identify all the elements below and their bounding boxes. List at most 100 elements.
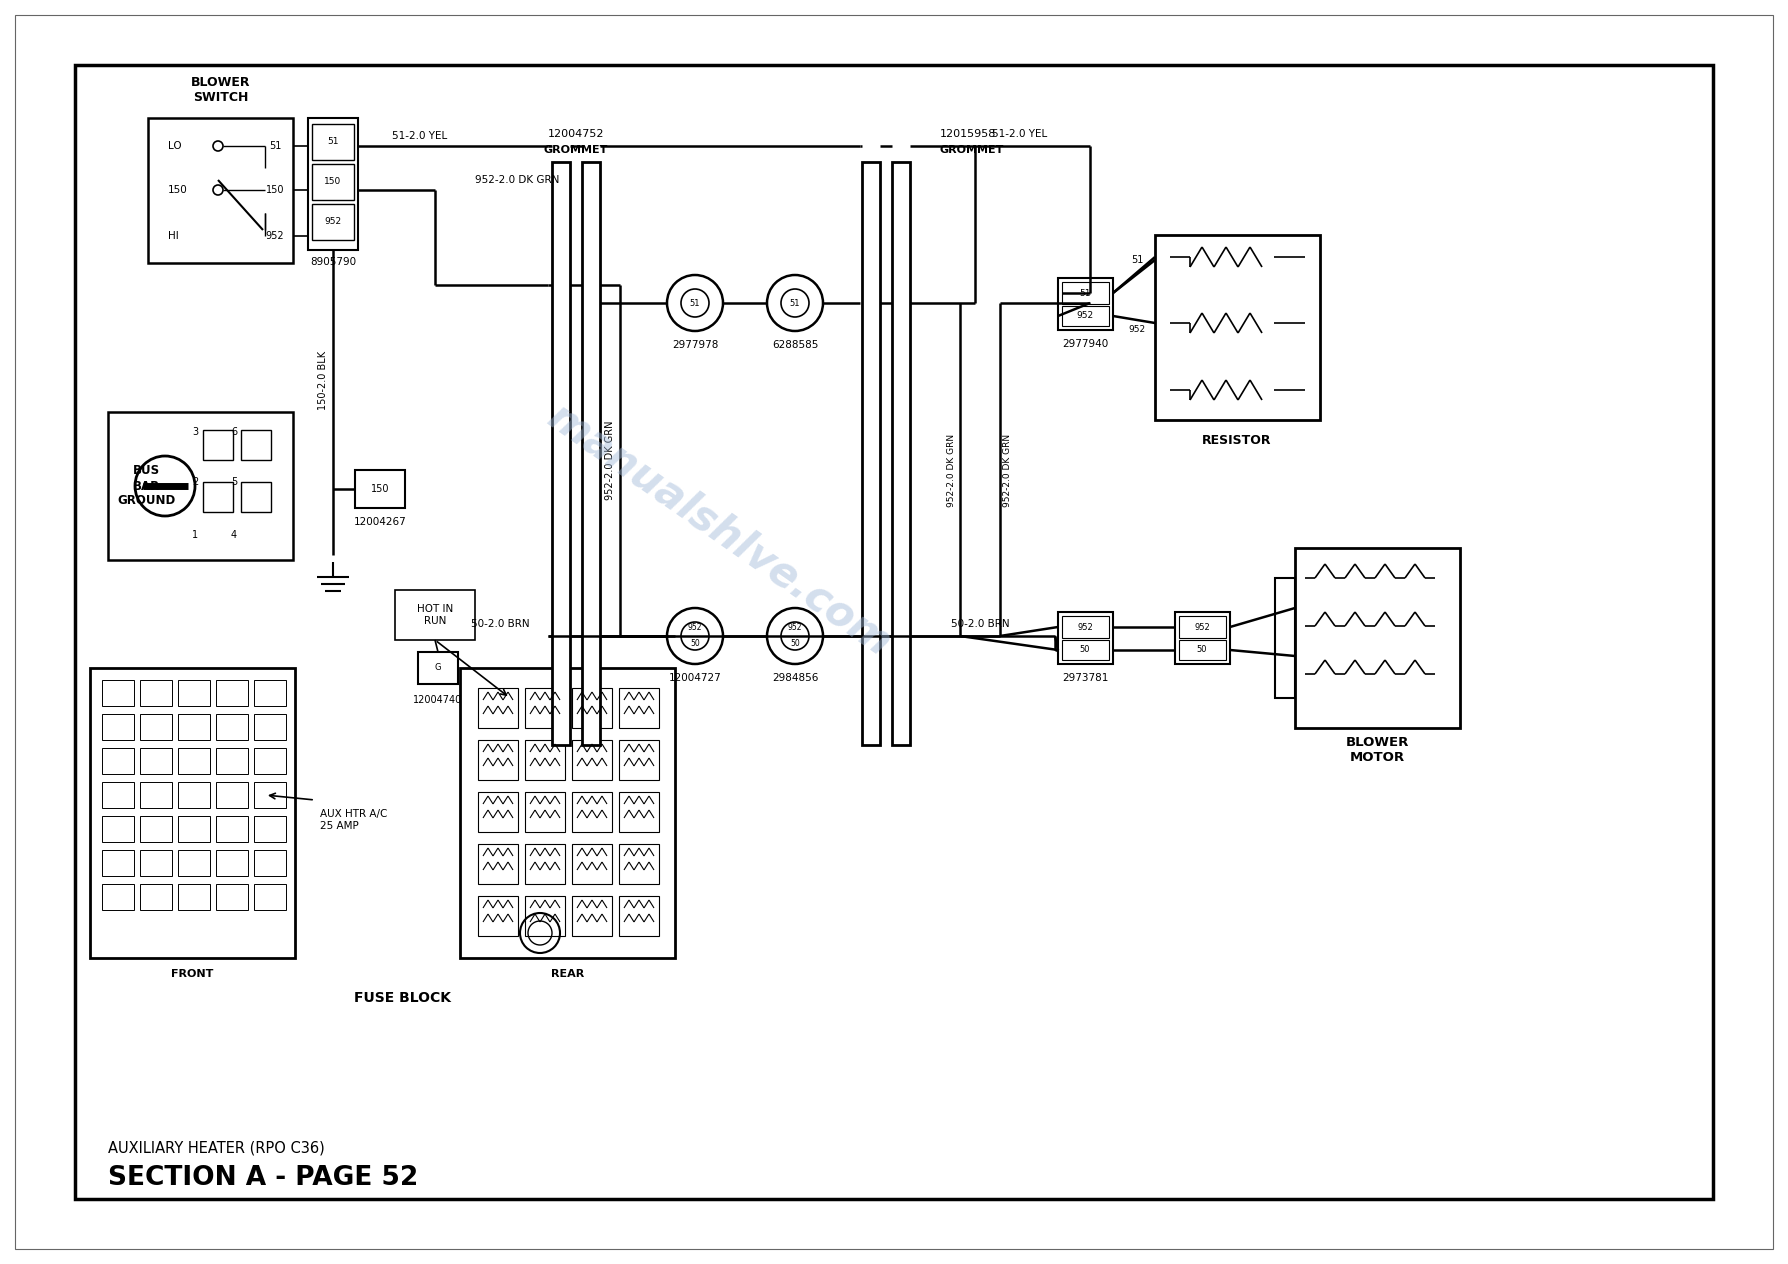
Text: 51: 51 <box>327 138 338 147</box>
Bar <box>254 680 286 707</box>
Text: FRONT: FRONT <box>172 969 215 980</box>
Text: 952: 952 <box>1128 326 1146 335</box>
Bar <box>619 896 660 937</box>
Bar <box>477 844 519 884</box>
Bar <box>254 817 286 842</box>
Bar <box>179 680 209 707</box>
Text: 150: 150 <box>168 185 188 195</box>
Bar <box>102 849 134 876</box>
Text: 50-2.0 BRN: 50-2.0 BRN <box>951 619 1008 629</box>
Text: 4: 4 <box>231 530 238 540</box>
Bar <box>139 849 172 876</box>
Bar <box>526 688 565 728</box>
Text: 8905790: 8905790 <box>309 257 356 267</box>
Bar <box>1062 282 1109 305</box>
Bar <box>139 782 172 808</box>
Text: 952: 952 <box>324 217 342 226</box>
Text: 952-2.0 DK GRN: 952-2.0 DK GRN <box>476 174 560 185</box>
Text: 12004727: 12004727 <box>669 672 721 683</box>
Bar <box>619 688 660 728</box>
Text: RESISTOR: RESISTOR <box>1202 434 1271 446</box>
Text: 952: 952 <box>789 623 803 632</box>
Bar <box>107 412 293 560</box>
Bar <box>1275 578 1295 698</box>
Bar <box>477 896 519 937</box>
Bar <box>102 782 134 808</box>
Text: 51: 51 <box>268 142 281 150</box>
Bar <box>102 748 134 774</box>
Text: FUSE BLOCK: FUSE BLOCK <box>354 991 451 1005</box>
Text: 2984856: 2984856 <box>772 672 819 683</box>
Bar <box>460 667 676 958</box>
Text: 51-2.0 YEL: 51-2.0 YEL <box>992 129 1048 139</box>
Bar <box>526 844 565 884</box>
Bar <box>1062 306 1109 326</box>
Bar <box>619 793 660 832</box>
Text: 12004740: 12004740 <box>413 695 463 705</box>
Text: 952-2.0 DK GRN: 952-2.0 DK GRN <box>948 434 957 507</box>
Bar <box>572 896 611 937</box>
Text: 150: 150 <box>266 185 284 195</box>
Text: GROMMET: GROMMET <box>544 145 608 155</box>
Bar <box>216 782 249 808</box>
Text: 952-2.0 DK GRN: 952-2.0 DK GRN <box>1003 434 1012 507</box>
Text: HI: HI <box>168 231 179 241</box>
Text: LO: LO <box>168 142 182 150</box>
Bar <box>179 817 209 842</box>
Bar <box>179 748 209 774</box>
Text: REAR: REAR <box>551 969 585 980</box>
Bar <box>216 817 249 842</box>
Bar <box>356 470 406 508</box>
Text: 5: 5 <box>231 477 238 487</box>
Bar <box>102 714 134 739</box>
Bar <box>1058 612 1112 664</box>
Text: 51: 51 <box>1080 288 1091 297</box>
Bar <box>1178 616 1227 638</box>
Text: 952: 952 <box>266 231 284 241</box>
Bar <box>216 748 249 774</box>
Bar <box>75 64 1713 1200</box>
Text: BLOWER
SWITCH: BLOWER SWITCH <box>191 76 250 104</box>
Text: 50-2.0 BRN: 50-2.0 BRN <box>472 619 529 629</box>
Bar <box>1062 616 1109 638</box>
Text: manualshlve.com: manualshlve.com <box>540 396 899 665</box>
Bar <box>572 739 611 780</box>
Text: 51: 51 <box>690 298 701 307</box>
Bar <box>139 680 172 707</box>
Text: 952: 952 <box>1194 622 1210 632</box>
Text: AUX HTR A/C
25 AMP: AUX HTR A/C 25 AMP <box>320 809 388 830</box>
Bar <box>395 590 476 640</box>
Bar <box>862 162 880 744</box>
Bar <box>583 162 601 744</box>
Text: 51-2.0 YEL: 51-2.0 YEL <box>392 131 447 142</box>
Text: 952-2.0 DK GRN: 952-2.0 DK GRN <box>604 420 615 499</box>
Bar <box>179 884 209 910</box>
Bar <box>241 430 272 460</box>
Text: GROMMET: GROMMET <box>940 145 1005 155</box>
Bar <box>572 793 611 832</box>
Bar <box>477 739 519 780</box>
Text: 150: 150 <box>370 484 390 494</box>
Bar <box>1178 640 1227 660</box>
Text: 2: 2 <box>191 477 198 487</box>
Bar <box>526 896 565 937</box>
Bar <box>254 884 286 910</box>
Bar <box>254 782 286 808</box>
Bar <box>204 430 232 460</box>
Bar <box>308 118 358 250</box>
Bar <box>552 162 570 744</box>
Text: 6: 6 <box>231 427 238 437</box>
Bar <box>216 849 249 876</box>
Bar <box>179 782 209 808</box>
Bar <box>102 817 134 842</box>
Bar <box>1155 235 1320 420</box>
Bar <box>526 793 565 832</box>
Text: 51: 51 <box>1130 255 1143 265</box>
Bar <box>216 884 249 910</box>
Text: 50: 50 <box>1196 646 1207 655</box>
Text: 2977978: 2977978 <box>672 340 719 350</box>
Bar <box>1295 549 1461 728</box>
Text: HOT IN
RUN: HOT IN RUN <box>417 604 452 626</box>
Bar <box>311 204 354 240</box>
Bar <box>254 748 286 774</box>
